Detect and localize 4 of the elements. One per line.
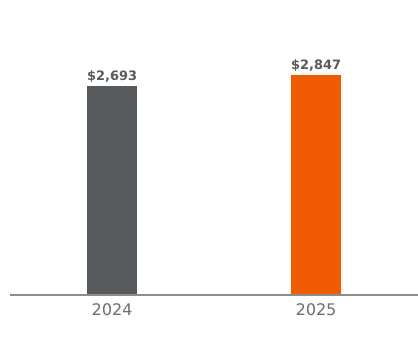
x-tick-label: 2024 [92,300,132,319]
data-label: $2,693 [87,68,137,84]
x-tick-label: 2025 [296,300,336,319]
data-label: $2,847 [291,58,341,73]
